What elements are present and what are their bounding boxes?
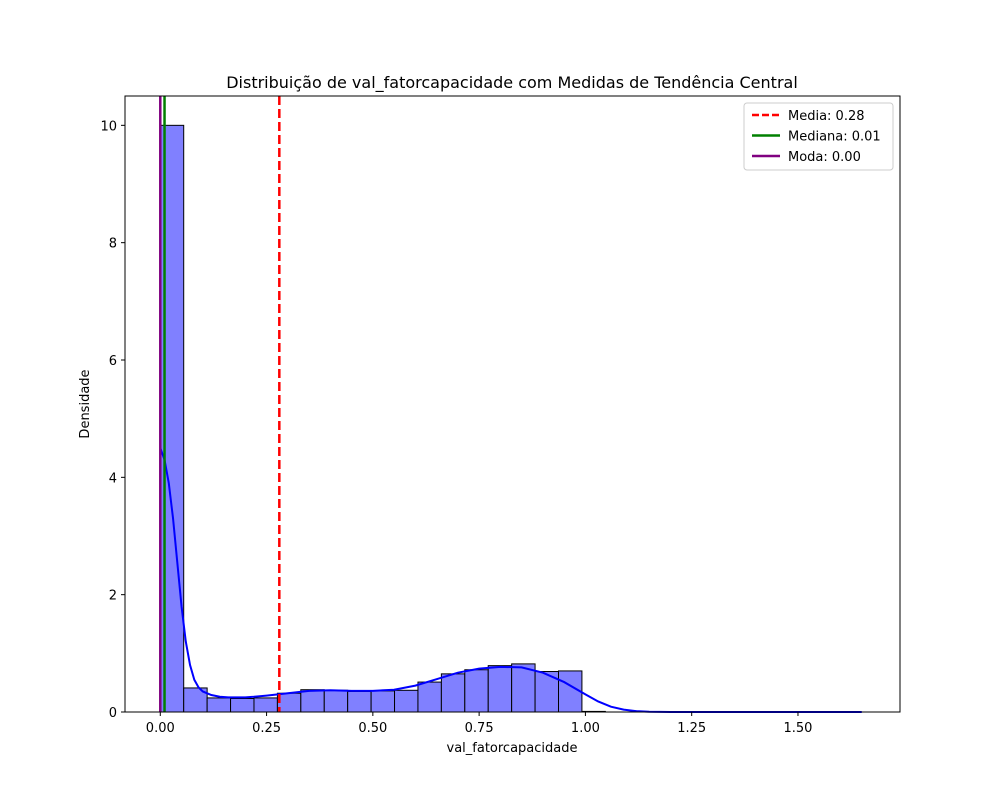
legend-label: Mediana: 0.01 [788, 130, 881, 145]
legend-label: Media: 0.28 [788, 109, 865, 124]
x-tick-label: 0.50 [358, 721, 387, 736]
histogram-bar [395, 690, 418, 712]
histogram-bar [348, 691, 371, 712]
histogram-bar [301, 690, 324, 712]
histogram-bar [231, 699, 254, 712]
x-tick-label: 0.25 [252, 721, 281, 736]
histogram-bar [371, 691, 394, 712]
y-tick-label: 8 [109, 237, 117, 252]
histogram-bar [207, 698, 230, 712]
histogram-bar [441, 674, 464, 712]
legend: Media: 0.28 Mediana: 0.01 Moda: 0.00 [744, 103, 893, 170]
x-tick-label: 1.00 [571, 721, 600, 736]
histogram-bar [465, 670, 488, 712]
histogram-bar [418, 682, 441, 712]
x-tick-label: 0.75 [465, 721, 494, 736]
legend-label: Moda: 0.00 [788, 150, 861, 165]
x-axis-label: val_fatorcapacidade [447, 741, 578, 756]
y-tick-label: 4 [109, 471, 117, 486]
histogram-bar [277, 693, 300, 712]
histogram-bar [512, 664, 535, 712]
histogram-bar [324, 690, 347, 712]
histogram-bar [254, 698, 277, 712]
y-axis-label: Densidade [78, 369, 93, 438]
histogram-bar [488, 666, 511, 712]
y-tick-label: 10 [100, 119, 117, 134]
y-tick-label: 6 [109, 354, 117, 369]
y-tick-label: 0 [109, 706, 117, 721]
x-tick-label: 1.25 [677, 721, 706, 736]
chart-title: Distribuição de val_fatorcapacidade com … [226, 73, 798, 93]
y-tick-label: 2 [109, 589, 117, 604]
x-tick-label: 0.00 [146, 721, 175, 736]
x-tick-label: 1.50 [783, 721, 812, 736]
